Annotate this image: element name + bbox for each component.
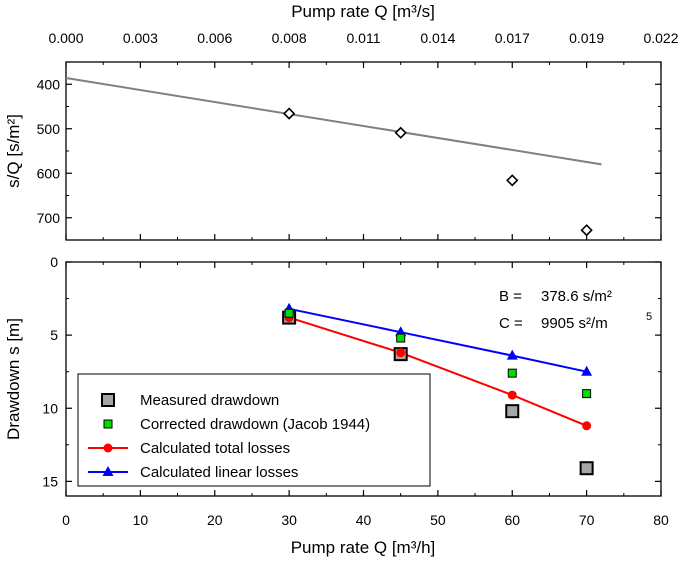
linear-losses-point: [506, 349, 518, 360]
top-x-tick-label: 0.014: [420, 30, 455, 46]
annotation-b: B = 378.6 s/m²: [499, 288, 612, 305]
legend-label: Calculated total losses: [140, 440, 290, 457]
total-losses-point: [582, 421, 592, 431]
top-y-tick-label: 500: [37, 121, 61, 137]
bottom-marks: [282, 302, 594, 476]
top-diamond-point: [394, 126, 407, 139]
bottom-y-axis-title: Drawdown s [m]: [4, 318, 23, 440]
top-x-tick-label: 0.000: [48, 30, 83, 46]
measured-drawdown-point: [579, 461, 594, 476]
bottom-x-tick-label: 60: [504, 512, 520, 528]
top-diamond-point: [580, 224, 593, 237]
total-losses-point: [507, 390, 517, 400]
legend-item: Calculated linear losses: [88, 464, 298, 481]
top-marks: [65, 77, 602, 237]
bottom-y-tick-label: 5: [50, 327, 58, 343]
top-x-tick-label: 0.017: [495, 30, 530, 46]
bottom-x-tick-label: 50: [430, 512, 446, 528]
legend-label: Measured drawdown: [140, 392, 279, 409]
top-panel: 0.000 0.003 0.006 0.008 0.011 0.014 0.017 0.019…: [4, 2, 679, 241]
legend-marker-swatch: [102, 466, 114, 476]
corrected-drawdown-point: [507, 368, 517, 378]
top-x-tick-label: 0.019: [569, 30, 604, 46]
annotation-c-label: C =: [499, 315, 523, 332]
corrected-drawdown-point: [284, 308, 294, 318]
legend-marker-swatch: [103, 419, 113, 429]
top-fit-line: [65, 77, 602, 166]
legend-items: Measured drawdown Corrected drawdown (Jac…: [88, 392, 370, 481]
bottom-y-tick-label: 15: [42, 473, 58, 489]
corrected-drawdown-point: [582, 389, 592, 399]
legend-marker-swatch: [103, 443, 113, 453]
top-x-tick-label: 0.008: [272, 30, 307, 46]
annotation-c-value: 9905 s²/m: [541, 315, 608, 332]
annotation-c: C = 9905 s²/m 5: [499, 311, 652, 332]
legend: Measured drawdown Corrected drawdown (Jac…: [77, 373, 431, 487]
legend-label: Calculated linear losses: [140, 464, 298, 481]
top-x-axis-title: Pump rate Q [m³/s]: [291, 2, 435, 21]
bottom-panel: 0 10 20 30 40 50 60 70 80 0 5 10 15 Pump rate Q [m³/…: [4, 254, 669, 557]
top-x-tick-label: 0.022: [643, 30, 678, 46]
bottom-x-tick-label: 70: [579, 512, 595, 528]
bottom-x-tick-label: 0: [62, 512, 70, 528]
total-losses-point: [396, 348, 406, 358]
bottom-x-tick-label: 80: [653, 512, 669, 528]
annotation-b-label: B =: [499, 288, 522, 305]
top-diamond-point: [506, 174, 519, 187]
top-y-tick-label: 700: [37, 210, 61, 226]
legend-item: Calculated total losses: [88, 440, 290, 457]
top-diamond-point: [282, 107, 296, 120]
annotation-c-exponent: 5: [646, 311, 652, 323]
bottom-ticks: 0 10 20 30 40 50 60 70 80 0 5 10 15: [42, 254, 669, 528]
bottom-x-axis-title: Pump rate Q [m³/h]: [291, 538, 436, 557]
top-x-tick-label: 0.006: [197, 30, 232, 46]
bottom-y-tick-label: 10: [42, 400, 58, 416]
linear-losses-line: [288, 307, 587, 373]
legend-item: Measured drawdown: [101, 392, 279, 409]
bottom-x-tick-label: 40: [356, 512, 372, 528]
legend-box: [77, 373, 431, 487]
legend-item: Corrected drawdown (Jacob 1944): [103, 416, 370, 433]
corrected-drawdown-point: [396, 333, 406, 343]
bottom-x-tick-label: 30: [281, 512, 297, 528]
measured-drawdown-point: [505, 404, 520, 419]
bottom-y-tick-label: 0: [50, 254, 58, 270]
legend-label: Corrected drawdown (Jacob 1944): [140, 416, 370, 433]
top-plot-frame: [65, 61, 662, 241]
top-y-axis-title: s/Q [s/m²]: [4, 114, 23, 188]
top-y-tick-label: 600: [37, 165, 61, 181]
top-x-tick-label: 0.011: [347, 30, 381, 46]
bottom-x-tick-label: 10: [133, 512, 149, 528]
legend-marker-swatch: [101, 393, 115, 407]
top-y-tick-label: 400: [37, 76, 61, 92]
bottom-x-tick-label: 20: [207, 512, 223, 528]
top-ticks: 0.000 0.003 0.006 0.008 0.011 0.014 0.017 0.019…: [37, 30, 679, 241]
total-losses-line: [288, 316, 588, 427]
annotation-b-value: 378.6 s/m²: [541, 288, 612, 305]
linear-losses-point: [581, 365, 593, 376]
top-x-tick-label: 0.003: [123, 30, 158, 46]
